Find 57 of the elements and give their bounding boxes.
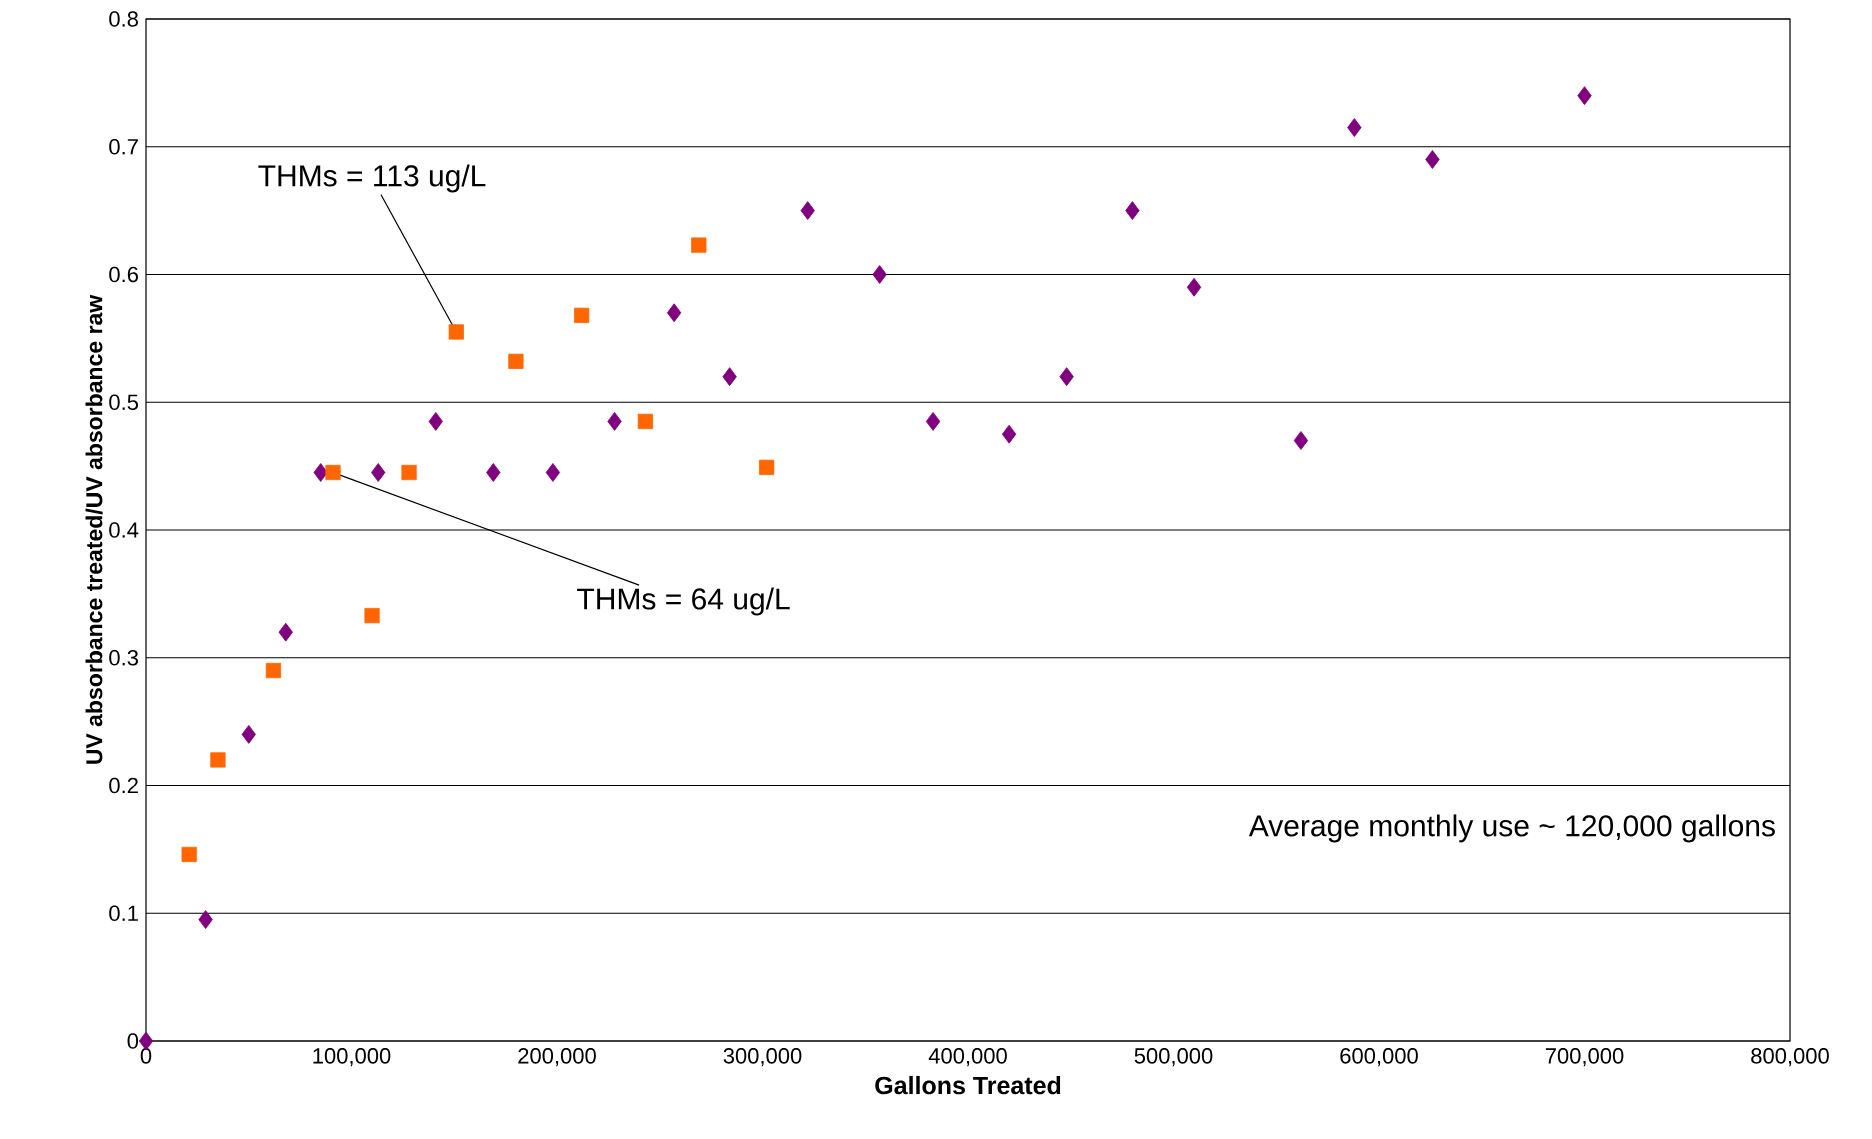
point <box>508 353 524 369</box>
x-tick-label: 800,000 <box>1751 1048 1829 1067</box>
point <box>1347 118 1362 137</box>
point <box>800 201 815 221</box>
point <box>265 662 282 679</box>
y-axis-title: UV absorbance treated/UV absorbance raw <box>85 294 103 764</box>
point <box>1425 150 1440 169</box>
point <box>371 463 386 482</box>
point <box>1125 201 1140 221</box>
y-tick-label: 0.2 <box>109 777 138 794</box>
point <box>872 265 887 284</box>
y-tick-label: 0.3 <box>109 649 138 666</box>
annotation: THMs = 64 ug/L <box>577 587 790 616</box>
annotation: THMs = 113 ug/L <box>258 164 486 193</box>
x-tick-label: 500,000 <box>1134 1048 1213 1067</box>
y-tick-label: 0.6 <box>109 266 138 283</box>
point <box>691 237 707 253</box>
point <box>181 846 197 863</box>
point <box>759 459 775 475</box>
point <box>637 413 653 429</box>
x-tick-label: 100,000 <box>313 1048 391 1067</box>
y-tick-label: 0.5 <box>109 394 138 411</box>
y-tick-label: 0 <box>127 1033 139 1049</box>
point <box>925 412 941 431</box>
point <box>1059 367 1074 387</box>
point <box>1577 86 1592 106</box>
point <box>545 463 561 482</box>
x-tick-label: 700,000 <box>1545 1048 1624 1067</box>
point <box>325 464 341 481</box>
point <box>241 724 256 744</box>
point <box>278 622 293 642</box>
annotation: Average monthly use ~ 120,000 gallons <box>1248 814 1775 843</box>
point <box>198 910 213 930</box>
point <box>486 463 501 482</box>
point <box>428 412 443 431</box>
point <box>722 367 737 387</box>
point <box>1001 424 1017 444</box>
point <box>1293 431 1309 450</box>
point <box>574 307 590 323</box>
point <box>667 303 682 323</box>
point <box>607 412 622 431</box>
y-tick-label: 0.7 <box>109 138 138 155</box>
x-tick-label: 600,000 <box>1340 1048 1418 1067</box>
point <box>313 463 328 482</box>
x-tick-label: 400,000 <box>928 1048 1007 1067</box>
y-tick-label: 0.8 <box>109 11 138 27</box>
x-tick-label: 200,000 <box>518 1048 596 1067</box>
y-tick-label: 0.1 <box>109 905 138 922</box>
point <box>364 607 380 624</box>
x-axis-title: Gallons Treated <box>875 1075 1061 1095</box>
point <box>1186 277 1202 297</box>
point <box>401 464 417 481</box>
y-tick-label: 0.4 <box>109 522 139 538</box>
x-tick-label: 300,000 <box>723 1048 802 1067</box>
x-tick-label: 0 <box>140 1048 152 1064</box>
point <box>448 324 464 340</box>
point <box>210 752 226 768</box>
